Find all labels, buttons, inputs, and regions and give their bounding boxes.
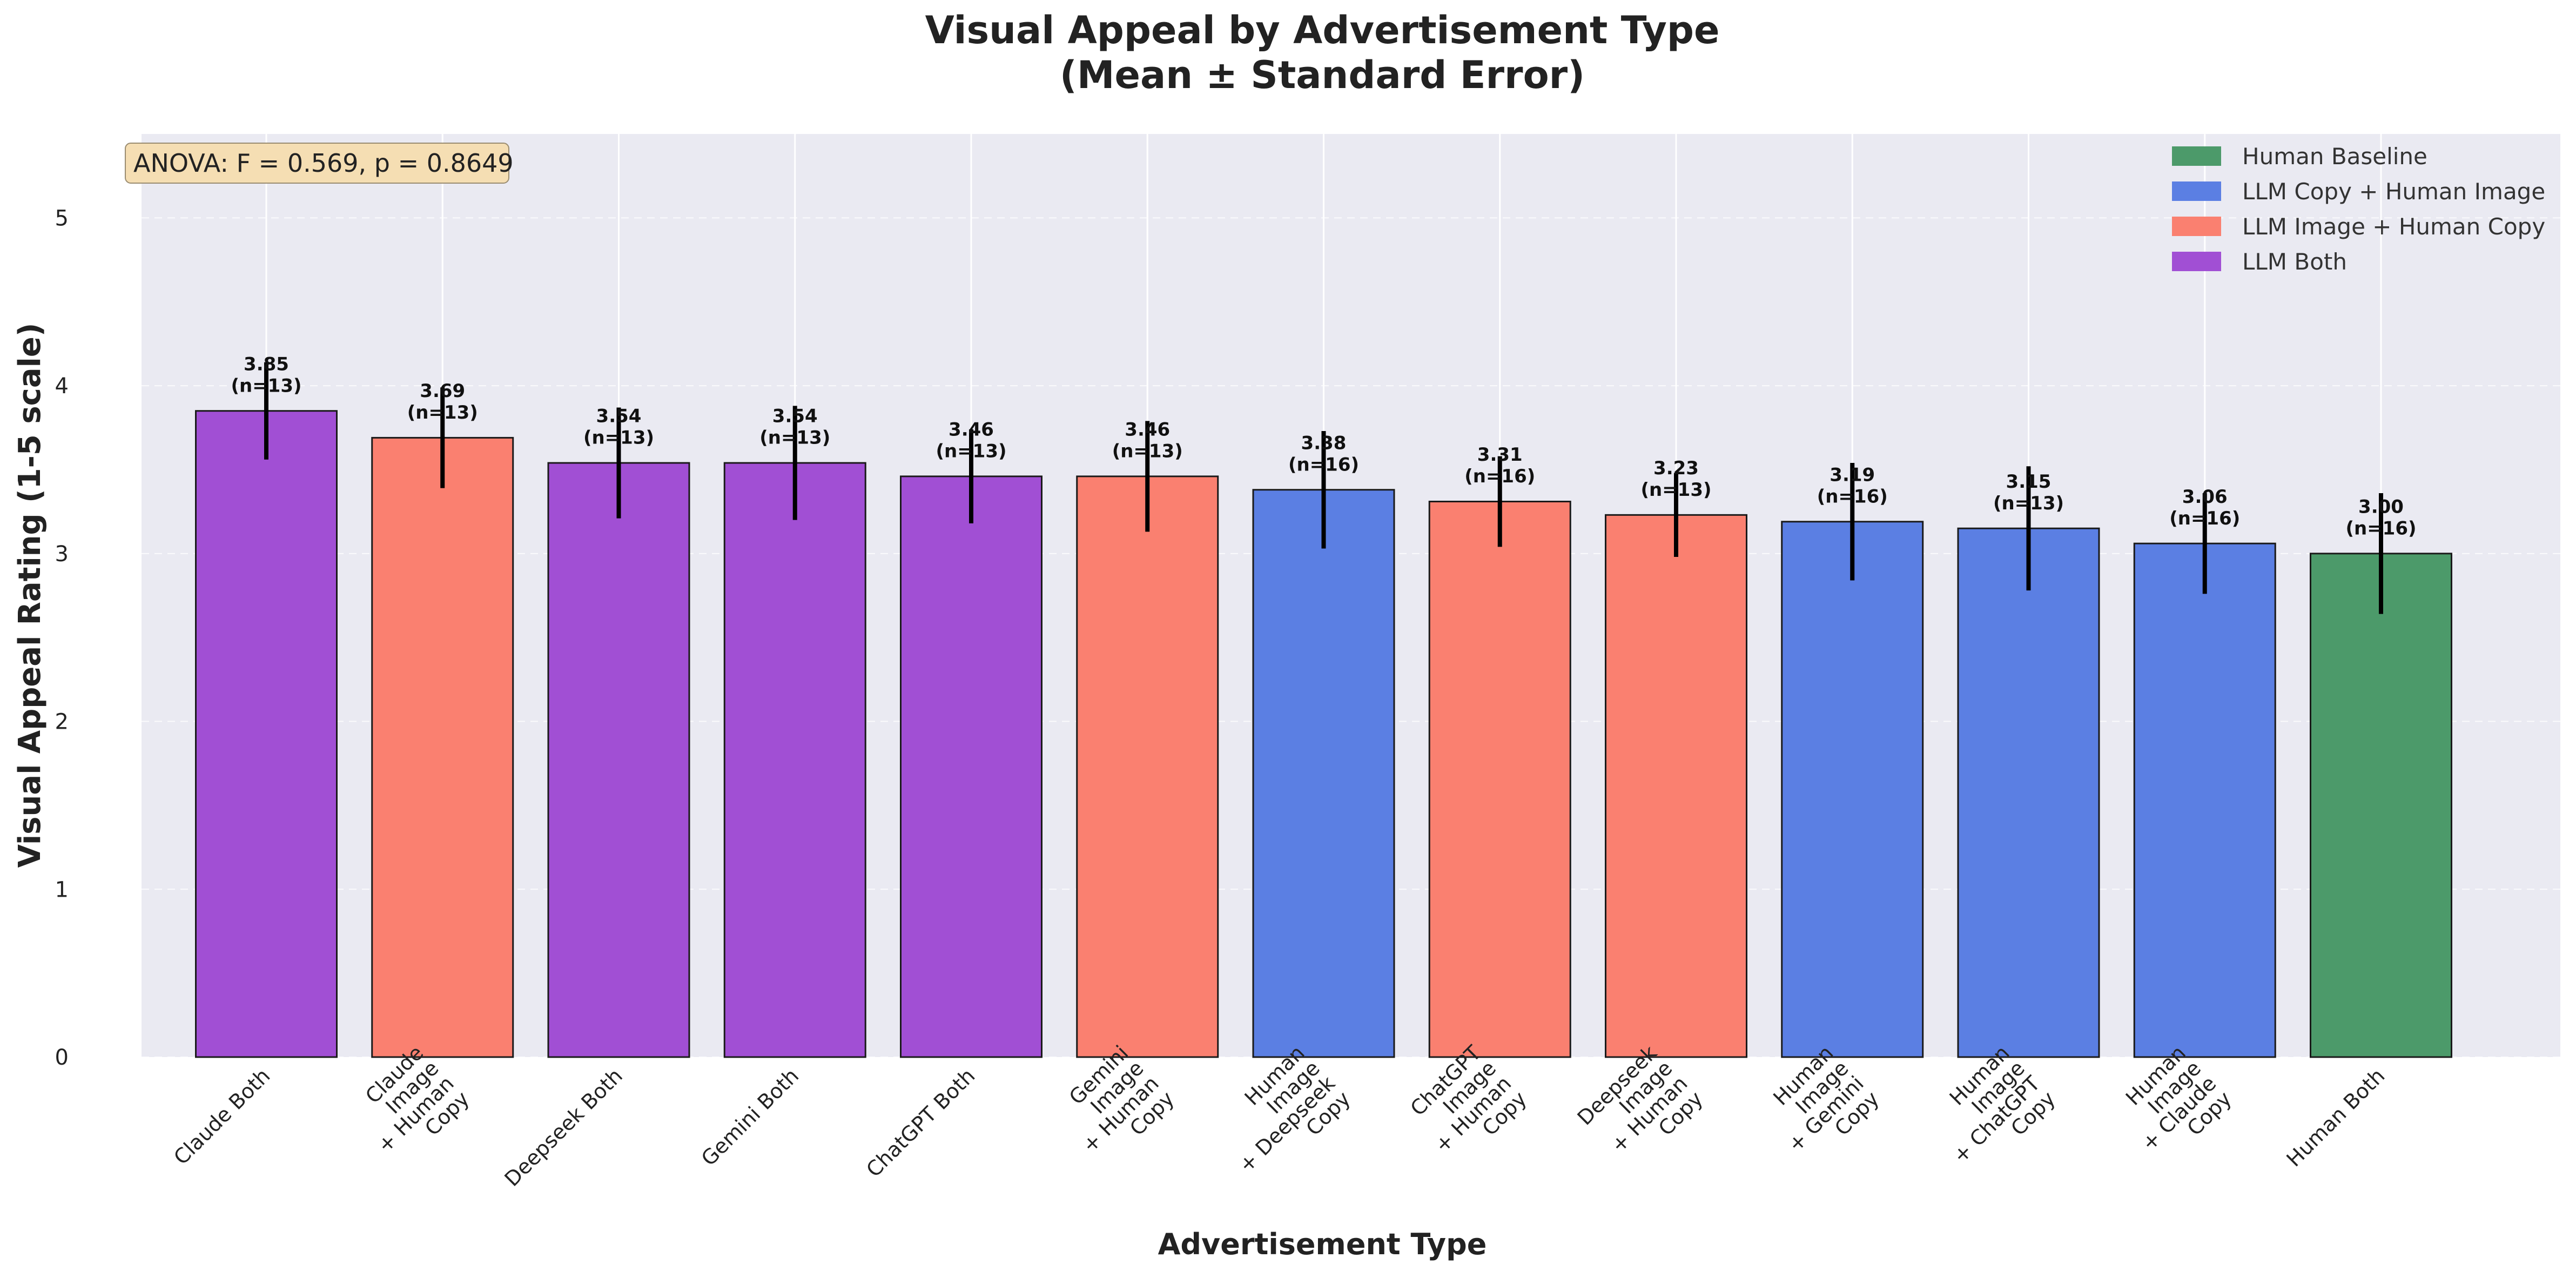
bar-value-label-12: 3.00	[2358, 496, 2404, 518]
bar-value-label-10: 3.15	[2006, 471, 2052, 493]
anova-box	[125, 143, 509, 184]
bar-7	[1428, 500, 1571, 1058]
bar-group-2: 3.54(n=13)	[547, 406, 690, 1058]
legend-swatch-3	[2172, 252, 2221, 271]
y-tick-label-4: 4	[55, 374, 69, 399]
bar-n-label-10: (n=13)	[1993, 493, 2064, 514]
bar-group-3: 3.54(n=13)	[723, 406, 866, 1058]
bar-n-label-11: (n=16)	[2169, 508, 2240, 529]
bars-group: 3.85(n=13) 3.69(n=13) 3.54(n=13)3.54(n=13)…	[195, 353, 2452, 1058]
legend-label-1: LLM Copy + Human Image	[2242, 178, 2545, 205]
bar-value-label-8: 3.23	[1653, 458, 1699, 479]
legend: Human Baseline LLM Copy + Human Image LLM …	[2172, 143, 2545, 275]
bar-value-label-2: 3.54	[596, 406, 642, 427]
bar-1	[371, 436, 514, 1058]
bar-group-4: 3.46(n=13)	[900, 419, 1042, 1058]
bar-8	[1605, 514, 1747, 1058]
y-tick-label-3: 3	[55, 542, 69, 567]
bar-group-12: 3.00(n=16)	[2310, 493, 2452, 1058]
y-axis-ticks: 0 1 2 3 4 5	[55, 206, 69, 1070]
bar-value-label-0: 3.85	[244, 353, 289, 375]
bar-n-label-9: (n=16)	[1817, 486, 1888, 507]
bar-group-1: 3.69(n=13)	[371, 380, 514, 1058]
bar-9	[1781, 521, 1924, 1058]
bar-value-label-11: 3.06	[2182, 486, 2228, 508]
legend-label-3: LLM Both	[2242, 248, 2347, 275]
chart-title-line-2: (Mean ± Standard Error)	[1060, 53, 1585, 97]
bar-group-10: 3.15(n=13)	[1957, 466, 2100, 1058]
bar-6	[1252, 489, 1395, 1058]
bar-11	[2133, 542, 2276, 1058]
bar-value-label-3: 3.54	[772, 406, 818, 427]
y-tick-label-0: 0	[55, 1045, 69, 1070]
chart-title-line-1: Visual Appeal by Advertisement Type	[925, 8, 1720, 52]
bar-3	[723, 462, 866, 1058]
bar-n-label-1: (n=13)	[407, 402, 478, 423]
bar-n-label-2: (n=13)	[583, 427, 654, 449]
bar-n-label-5: (n=13)	[1112, 441, 1183, 462]
bar-group-9: 3.19(n=16)	[1781, 463, 1924, 1058]
bar-group-0: 3.85(n=13)	[195, 353, 338, 1058]
legend-swatch-0	[2172, 146, 2221, 166]
bar-group-11: 3.06(n=16)	[2133, 486, 2276, 1058]
bar-10	[1957, 527, 2100, 1058]
legend-swatch-2	[2172, 217, 2221, 236]
bar-5	[1076, 475, 1219, 1058]
bar-value-label-9: 3.19	[1830, 464, 1875, 486]
x-axis-label: Advertisement Type	[1158, 1227, 1487, 1261]
y-tick-label-5: 5	[55, 206, 69, 231]
bar-n-label-6: (n=16)	[1288, 454, 1359, 475]
bar-n-label-0: (n=13)	[231, 375, 301, 396]
bar-2	[547, 462, 690, 1058]
bar-value-label-1: 3.69	[420, 380, 465, 402]
bar-value-label-4: 3.46	[949, 419, 994, 441]
bar-group-8: 3.23(n=13)	[1605, 458, 1747, 1058]
anova-text: ANOVA: F = 0.569, p = 0.8649	[133, 149, 514, 178]
bar-n-label-12: (n=16)	[2345, 518, 2416, 540]
y-axis-label: Visual Appeal Rating (1-5 scale)	[12, 323, 48, 868]
y-tick-label-1: 1	[55, 877, 69, 902]
bar-4	[900, 475, 1042, 1058]
bar-group-6: 3.38(n=16)	[1252, 431, 1395, 1058]
bar-n-label-3: (n=13)	[759, 427, 830, 449]
legend-label-0: Human Baseline	[2242, 143, 2427, 170]
legend-swatch-1	[2172, 181, 2221, 201]
bar-group-7: 3.31(n=16)	[1428, 444, 1571, 1058]
bar-n-label-8: (n=13)	[1640, 479, 1711, 501]
bar-n-label-7: (n=16)	[1464, 466, 1535, 487]
bar-value-label-6: 3.38	[1301, 432, 1347, 454]
bar-12	[2310, 553, 2452, 1058]
legend-label-2: LLM Image + Human Copy	[2242, 213, 2545, 240]
anova-annotation: ANOVA: F = 0.569, p = 0.8649	[125, 143, 514, 184]
bar-0	[195, 410, 338, 1058]
bar-value-label-7: 3.31	[1477, 444, 1523, 466]
bar-n-label-4: (n=13)	[936, 441, 1006, 462]
bar-value-label-5: 3.46	[1125, 419, 1170, 441]
y-tick-label-2: 2	[55, 710, 69, 735]
bar-group-5: 3.46(n=13)	[1076, 419, 1219, 1058]
